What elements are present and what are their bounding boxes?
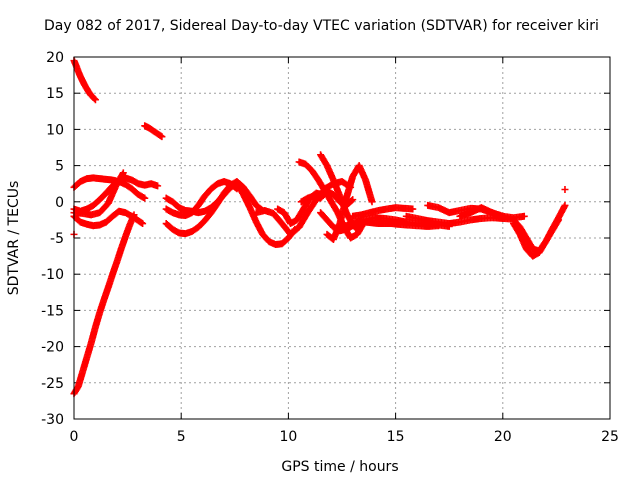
series-arc-7: [70, 169, 127, 219]
y-tick-label: -5: [50, 231, 64, 247]
data-point: [90, 95, 98, 103]
data-point: [141, 194, 149, 202]
data-point: [368, 198, 376, 206]
x-tick-label: 10: [279, 429, 297, 445]
data-point: [554, 217, 562, 225]
y-tick-label: -25: [41, 376, 64, 392]
series-arc-26: [297, 187, 357, 209]
y-tick-label: 5: [55, 159, 64, 175]
data-points: [70, 57, 569, 398]
series-arc-1: [70, 57, 99, 104]
x-tick-label: 5: [177, 429, 186, 445]
x-tick-label: 15: [387, 429, 405, 445]
y-tick-labels: -30 -25 -20 -15 -10 -5 0 5 10 15 20: [41, 50, 64, 428]
data-point: [139, 220, 147, 228]
series-arc-18: [349, 204, 417, 220]
data-point: [158, 133, 166, 141]
y-tick-label: -10: [41, 267, 64, 283]
y-tick-label: -15: [41, 303, 64, 319]
x-tick-label: 20: [494, 429, 512, 445]
series-arc-10: [162, 180, 267, 217]
data-point: [355, 227, 363, 235]
series-arc-12: [252, 178, 355, 238]
data-point: [119, 170, 127, 178]
series-arc-6: [70, 207, 147, 230]
series-arc-3: [70, 211, 138, 398]
series-arc-13: [274, 189, 327, 228]
y-tick-label: -30: [41, 412, 64, 428]
series-arc-2: [141, 122, 166, 141]
y-tick-label: 15: [46, 86, 64, 102]
y-tick-label: 10: [46, 122, 64, 138]
x-tick-labels: 0 5 10 15 20 25: [70, 429, 619, 445]
x-tick-label: 0: [70, 429, 79, 445]
data-point: [561, 201, 569, 209]
data-point: [354, 226, 362, 234]
series-arc-4: [70, 174, 149, 202]
y-tick-label: 20: [46, 50, 64, 66]
data-point: [119, 169, 127, 177]
data-point: [520, 212, 528, 220]
data-point: [91, 96, 99, 104]
data-point: [349, 196, 357, 204]
data-point: [409, 205, 417, 213]
x-axis-label: GPS time / hours: [281, 459, 398, 475]
y-tick-label: -20: [41, 340, 64, 356]
data-point: [348, 197, 356, 205]
series-arc-24: [510, 216, 563, 255]
data-point: [561, 185, 569, 193]
data-point: [154, 182, 162, 190]
series-arc-25: [561, 185, 569, 193]
x-tick-label: 25: [601, 429, 619, 445]
y-axis-label: SDTVAR / TECUs: [6, 181, 22, 296]
plot-frame: [73, 56, 611, 420]
chart-title: Day 082 of 2017, Sidereal Day-to-day VTE…: [44, 18, 599, 34]
y-tick-label: 0: [55, 195, 64, 211]
data-point: [555, 216, 563, 224]
